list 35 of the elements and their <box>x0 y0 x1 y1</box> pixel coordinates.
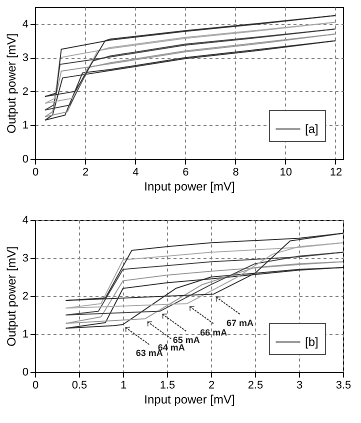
y-tick-label: 4 <box>22 18 28 30</box>
x-tick-label: 3.5 <box>336 380 352 392</box>
x-tick-label: 3 <box>296 380 303 392</box>
y-tick-label: 2 <box>22 86 28 98</box>
legend-label: [a] <box>305 122 318 136</box>
y-tick-label: 2 <box>22 290 28 302</box>
y-tick-label: 0 <box>22 154 28 166</box>
x-axis-title: Input power [mV] <box>144 180 235 194</box>
x-tick-label: 1 <box>120 380 127 392</box>
annotation: 66 mA <box>200 327 228 338</box>
y-tick-label: 1 <box>22 328 28 340</box>
x-tick-label: 8 <box>232 166 239 178</box>
y-tick-label: 3 <box>22 252 28 264</box>
y-tick-label: 4 <box>22 214 28 226</box>
y-tick-label: 3 <box>22 52 28 64</box>
annotation: 67 mA <box>226 318 254 328</box>
y-tick-label: 1 <box>22 120 28 132</box>
x-tick-label: 10 <box>280 166 292 178</box>
x-tick-label: 6 <box>182 166 189 178</box>
x-tick-label: 1.5 <box>160 380 176 392</box>
x-tick-label: 2.5 <box>248 380 264 392</box>
x-tick-label: 0.5 <box>72 380 88 392</box>
x-tick-label: 0 <box>32 166 39 178</box>
x-tick-label: 4 <box>132 166 139 178</box>
y-axis-title: Output power [mV] <box>4 246 18 347</box>
annotation: 63 mA <box>136 348 164 358</box>
x-tick-label: 0 <box>32 380 39 392</box>
x-axis-title: Input power [mV] <box>144 392 235 406</box>
x-tick-label: 2 <box>82 166 89 178</box>
y-tick-label: 0 <box>22 366 28 378</box>
x-tick-label: 2 <box>208 380 215 392</box>
legend-label: [b] <box>305 335 318 349</box>
x-tick-label: 12 <box>330 166 342 178</box>
annotation: 65 mA <box>172 334 200 345</box>
y-axis-title: Output power [mV] <box>4 33 18 134</box>
